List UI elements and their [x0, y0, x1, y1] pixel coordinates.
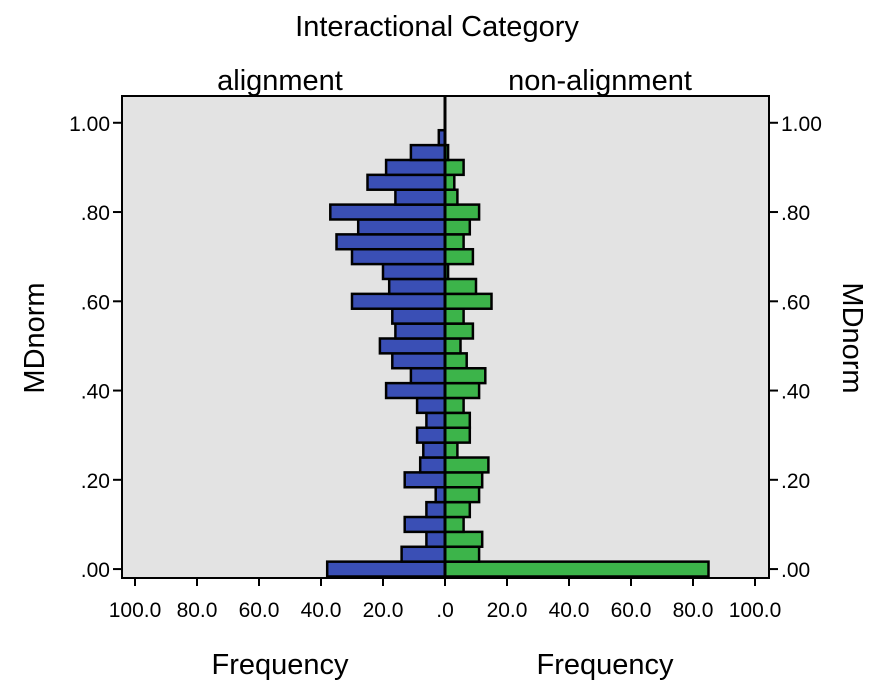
x-axis-title-left: Frequency [211, 649, 349, 681]
y-tick-label: .40 [781, 381, 810, 404]
non-alignment-bar [443, 381, 481, 400]
non-alignment-bar [443, 441, 459, 459]
non-alignment-bar [443, 500, 472, 519]
non-alignment-bar [443, 277, 478, 296]
non-alignment-bar [443, 158, 465, 177]
y-tick-label: 1.00 [69, 113, 110, 136]
chart-title: Interactional Category [295, 11, 579, 43]
panel-label-alignment: alignment [217, 65, 343, 97]
alignment-bar [403, 471, 447, 489]
alignment-bar [350, 292, 447, 310]
y-tick-label: .60 [781, 291, 810, 314]
alignment-bar [418, 456, 447, 474]
y-tick-label: .20 [781, 470, 810, 493]
alignment-bar [329, 203, 447, 221]
y-axis-title-left: MDnorm [19, 282, 51, 393]
y-axis-title-right: MDnorm [836, 282, 868, 393]
alignment-bar [335, 233, 447, 251]
y-tick-label: .00 [81, 559, 110, 582]
alignment-bar [387, 277, 447, 296]
non-alignment-bar [443, 247, 475, 266]
alignment-bar [425, 411, 447, 430]
x-tick-label: 60.0 [239, 599, 280, 622]
alignment-bar [409, 367, 447, 385]
y-tick-label: .40 [81, 381, 110, 404]
y-axis-right: .00 .20 .40 .60 .80 1.00 [769, 113, 822, 582]
alignment-bar [415, 426, 447, 444]
non-alignment-bar [443, 233, 465, 251]
alignment-bar [356, 218, 447, 236]
alignment-bar [415, 396, 447, 415]
x-tick-label: .0 [436, 599, 454, 622]
x-tick-label: 40.0 [549, 599, 590, 622]
alignment-bar [394, 188, 447, 206]
alignment-bar [384, 381, 447, 400]
y-tick-label: .20 [81, 470, 110, 493]
non-alignment-bar [443, 426, 472, 444]
x-axis-title-right: Frequency [536, 649, 674, 681]
x-tick-label: 100.0 [109, 599, 162, 622]
y-tick-label: .80 [781, 202, 810, 225]
non-alignment-bar [443, 218, 472, 236]
panel-label-non-alignment: non-alignment [508, 65, 692, 97]
alignment-bar [391, 307, 447, 325]
alignment-bar [325, 560, 447, 578]
non-alignment-bar [443, 367, 487, 385]
x-tick-label: 60.0 [611, 599, 652, 622]
non-alignment-bar [443, 307, 465, 325]
y-tick-label: .80 [81, 202, 110, 225]
non-alignment-bar [443, 188, 459, 206]
non-alignment-bar [443, 337, 462, 355]
alignment-bar [381, 262, 447, 281]
non-alignment-bar [443, 411, 472, 430]
alignment-bar [384, 158, 447, 177]
alignment-bar [425, 530, 447, 548]
alignment-bar [350, 247, 447, 266]
y-tick-label: .60 [81, 291, 110, 314]
x-tick-label: 100.0 [729, 599, 782, 622]
alignment-bar [394, 322, 447, 340]
x-tick-label: 80.0 [177, 599, 218, 622]
alignment-bar [400, 545, 447, 563]
x-tick-label: 80.0 [673, 599, 714, 622]
non-alignment-bar [443, 203, 481, 221]
x-tick-label: 40.0 [301, 599, 342, 622]
x-axis: 100.0 80.0 60.0 40.0 20.0 .0 20.0 40.0 60.0 80.0 1… [109, 578, 782, 622]
non-alignment-bar [443, 292, 493, 310]
non-alignment-bar [443, 515, 465, 534]
non-alignment-bars [443, 143, 710, 578]
non-alignment-bar [443, 352, 468, 370]
non-alignment-bar [443, 560, 710, 578]
non-alignment-bar [443, 456, 490, 474]
alignment-bar [425, 500, 447, 519]
non-alignment-bar [443, 530, 484, 548]
y-tick-label: 1.00 [781, 113, 822, 136]
y-tick-label: .00 [781, 559, 810, 582]
alignment-bar [403, 515, 447, 534]
non-alignment-bar [443, 396, 465, 415]
non-alignment-bar [443, 485, 481, 504]
x-tick-label: 20.0 [487, 599, 528, 622]
alignment-bar [422, 441, 447, 459]
non-alignment-bar [443, 322, 475, 340]
non-alignment-bar [443, 545, 481, 563]
x-tick-label: 20.0 [363, 599, 404, 622]
alignment-bar [391, 352, 447, 370]
y-axis-left: .00 .20 .40 .60 .80 1.00 [69, 113, 122, 582]
alignment-bar [378, 337, 447, 355]
alignment-bar [366, 173, 447, 191]
alignment-bar [409, 143, 447, 162]
non-alignment-bar [443, 471, 484, 489]
